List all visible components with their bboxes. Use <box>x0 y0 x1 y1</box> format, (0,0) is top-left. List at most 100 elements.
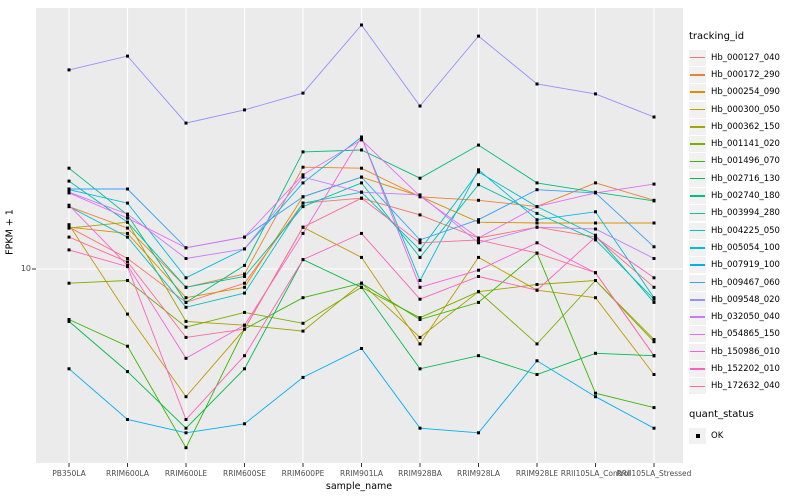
data-point <box>535 251 539 255</box>
data-point <box>535 211 539 215</box>
data-point <box>418 104 422 108</box>
data-point <box>126 260 129 264</box>
data-point <box>301 201 305 205</box>
data-point <box>477 238 480 242</box>
data-point <box>184 418 188 421</box>
legend-item: Hb_152202_010 <box>689 360 799 377</box>
line-swatch-icon <box>690 333 705 336</box>
line-swatch-icon <box>690 299 705 301</box>
legend-label: Hb_007919_100 <box>711 260 780 271</box>
data-point <box>594 181 597 185</box>
data-point <box>126 212 129 216</box>
data-point <box>477 300 480 304</box>
legend-item: Hb_001496_070 <box>689 153 799 170</box>
line-swatch-icon <box>690 368 705 370</box>
x-tick-label: PB350LA <box>52 469 86 478</box>
data-point <box>477 255 480 259</box>
data-point <box>360 281 363 285</box>
data-point <box>301 296 305 300</box>
data-point <box>535 205 539 209</box>
data-point <box>477 236 480 240</box>
data-point <box>535 373 539 376</box>
data-point <box>301 195 305 199</box>
data-point <box>594 227 597 231</box>
data-point <box>67 191 71 195</box>
data-point <box>126 187 129 191</box>
legend-quant-status: quant_status OK <box>689 409 799 444</box>
legend-label: Hb_004225_050 <box>711 225 780 236</box>
data-point <box>477 220 480 224</box>
data-point <box>652 300 656 304</box>
data-point <box>184 300 188 304</box>
legend-label: Hb_000254_090 <box>711 87 780 98</box>
data-point <box>594 92 597 96</box>
data-point <box>126 235 129 239</box>
data-point <box>301 165 305 169</box>
data-point <box>418 238 422 242</box>
legend-item: Hb_009467_060 <box>689 274 799 291</box>
data-point <box>535 225 539 229</box>
data-point <box>67 68 71 72</box>
data-point <box>535 82 539 86</box>
data-point <box>477 290 480 294</box>
data-point <box>126 312 129 316</box>
legend-key <box>689 84 706 101</box>
data-point <box>184 285 188 289</box>
legend-key <box>689 170 706 187</box>
data-point <box>652 182 656 186</box>
data-point <box>126 226 129 230</box>
legend-item: Hb_004225_050 <box>689 222 799 239</box>
data-point <box>360 347 363 350</box>
legend-title-tracking-id: tracking_id <box>689 31 745 42</box>
data-point <box>301 181 305 185</box>
legend-label: Hb_005054_100 <box>711 242 780 253</box>
data-point <box>594 395 597 399</box>
line-swatch-icon <box>690 56 705 59</box>
data-point <box>652 221 656 225</box>
data-point <box>418 316 422 320</box>
legend-label: Hb_002716_130 <box>711 173 780 184</box>
data-point <box>301 150 305 154</box>
data-point <box>184 426 188 430</box>
legend-item: Hb_003994_280 <box>689 205 799 222</box>
data-point <box>67 166 71 170</box>
line-swatch-icon <box>690 74 705 76</box>
data-point <box>418 176 422 180</box>
data-point <box>243 285 246 289</box>
x-tick-label: RRIM600PE <box>281 469 325 478</box>
data-point <box>535 288 539 292</box>
data-point <box>535 359 539 363</box>
data-point <box>126 54 129 58</box>
data-point <box>243 108 246 112</box>
data-point <box>535 342 539 346</box>
line-swatch-icon <box>690 247 705 249</box>
data-point <box>652 199 656 203</box>
data-point <box>126 279 129 282</box>
data-point <box>594 233 597 237</box>
legend-item: Hb_002740_180 <box>689 187 799 205</box>
legend-item: Hb_009548_020 <box>689 291 799 308</box>
legend-label: Hb_000362_150 <box>711 121 780 132</box>
data-point <box>184 276 188 280</box>
legend-items: Hb_000127_040 Hb_000172_290 Hb_000254_090 H… <box>689 49 799 395</box>
data-point <box>652 276 656 280</box>
data-point <box>360 231 363 235</box>
line-swatch-icon <box>690 212 705 215</box>
legend-key <box>689 309 706 326</box>
legend-label: Hb_000172_290 <box>711 69 780 80</box>
legend-label: Hb_009548_020 <box>711 294 780 305</box>
data-point <box>360 196 363 200</box>
legend-key <box>689 274 706 291</box>
legend-key <box>689 326 706 343</box>
legend-key <box>689 66 706 83</box>
x-tick-label: RRIM901LA <box>340 469 383 478</box>
data-point <box>184 319 188 323</box>
data-point <box>477 218 480 222</box>
data-point <box>477 268 480 272</box>
square-point-icon <box>695 433 700 438</box>
data-point <box>594 351 597 355</box>
data-point <box>418 213 422 217</box>
data-point <box>184 305 188 309</box>
legend-key <box>689 291 706 308</box>
y-tick-label-10: 10 <box>20 264 31 273</box>
